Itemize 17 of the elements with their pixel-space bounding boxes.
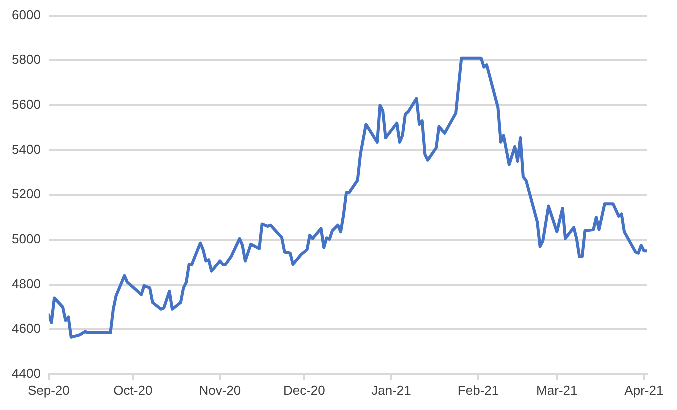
x-tick-label: Apr-21 <box>624 382 664 398</box>
y-tick-label: 4800 <box>12 276 41 292</box>
x-tick-label: Oct-20 <box>114 382 153 398</box>
y-tick-label: 5000 <box>12 232 41 247</box>
x-tick-label: Sep-20 <box>28 382 70 398</box>
y-tick-label: 5200 <box>12 186 41 202</box>
y-tick-label: 4600 <box>12 321 41 336</box>
y-tick-label: 6000 <box>12 7 41 22</box>
y-tick-label: 5400 <box>12 142 41 157</box>
x-tick-label: Mar-21 <box>536 382 578 398</box>
y-tick-label: 4400 <box>12 366 41 381</box>
x-tick-label: Dec-20 <box>283 382 326 398</box>
y-tick-label: 5800 <box>12 52 41 68</box>
x-tick-label: Feb-21 <box>458 382 500 398</box>
x-tick-label: Jan-21 <box>372 382 412 398</box>
x-tick-label: Nov-20 <box>199 382 242 398</box>
y-tick-label: 5600 <box>12 97 41 112</box>
